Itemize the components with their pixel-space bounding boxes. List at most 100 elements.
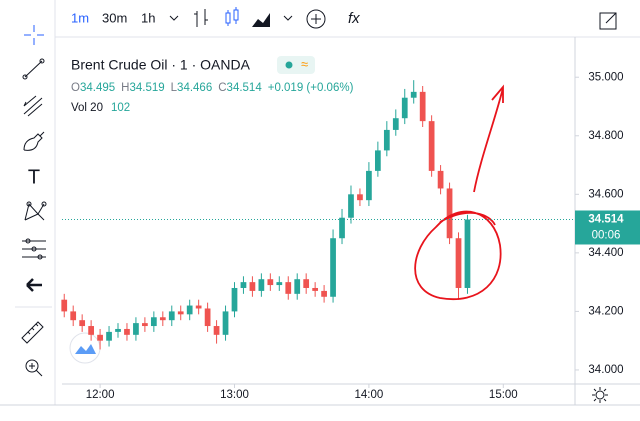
candle-body (231, 287, 238, 312)
ohlc-value: 34.519 (129, 82, 164, 94)
ohlc-value: 34.514 (227, 82, 263, 94)
logo-icon[interactable] (75, 344, 96, 354)
volume-legend: Vol 20 102 (71, 102, 130, 114)
candle-body (276, 282, 283, 286)
candle-body (419, 91, 426, 122)
ohlc-legend: O34.495 H34.519 L34.466 C34.514 +0.019 (+0.0… (71, 82, 354, 94)
candle-body (79, 320, 86, 327)
candle-body (437, 170, 444, 189)
candle-body (392, 118, 399, 130)
brush-icon[interactable] (23, 131, 45, 151)
candles-icon[interactable] (225, 7, 239, 26)
candle-body (267, 279, 274, 286)
fib-icon[interactable] (23, 95, 43, 117)
annotation-arrow (473, 84, 504, 193)
y-tick-label: 34.200 (588, 305, 623, 317)
candle-body (61, 299, 68, 312)
candle-body (258, 279, 265, 291)
ohlc-value: 34.466 (177, 82, 212, 94)
candle-body (70, 311, 77, 321)
candle-body (455, 238, 462, 288)
volume-label: Vol 20 (71, 102, 103, 114)
text-tool-icon[interactable]: T (28, 166, 40, 188)
ohlc-value: 34.495 (80, 82, 115, 94)
last-price-box (575, 210, 640, 245)
candle-body (428, 121, 435, 171)
candle-body (294, 279, 301, 294)
y-tick-label: 34.000 (588, 364, 623, 376)
y-tick-label: 34.600 (588, 188, 623, 200)
crosshair-icon[interactable] (24, 25, 44, 45)
dropdown-icon[interactable] (283, 15, 293, 21)
zoom-icon[interactable] (25, 359, 43, 377)
change-value: +0.019 (+0.06%) (268, 82, 354, 94)
market-open-dot (285, 61, 293, 69)
candle-body (357, 194, 363, 201)
x-tick-label: 15:00 (489, 389, 518, 401)
x-tick-label: 13:00 (220, 389, 249, 401)
candle-body (249, 282, 256, 291)
candle-body (142, 323, 148, 327)
candle-body (383, 129, 390, 151)
countdown-label: 00:06 (592, 230, 621, 242)
candle-body (312, 287, 319, 291)
candle-body (97, 334, 103, 341)
candle-body (133, 323, 139, 335)
candle-body (204, 308, 211, 327)
fx-button[interactable]: fx (348, 10, 360, 27)
dropdown-icon[interactable] (169, 15, 179, 21)
settings-icon[interactable] (592, 387, 608, 403)
area-icon[interactable] (252, 13, 270, 27)
fullscreen-icon[interactable] (599, 12, 617, 30)
candle-body (446, 188, 453, 239)
candle-body (464, 219, 471, 288)
candle-body (348, 194, 354, 218)
y-tick-label: 35.000 (588, 71, 623, 83)
interval-button[interactable]: 1m (71, 10, 89, 25)
y-tick-label: 34.400 (588, 247, 623, 259)
status-badge (277, 56, 315, 74)
candle-body (366, 170, 372, 201)
add-indicator-icon[interactable] (306, 9, 326, 29)
candle-body (321, 290, 327, 297)
candle-body (186, 305, 193, 315)
ohlc-key: L (171, 82, 178, 94)
trend-line-icon[interactable] (22, 58, 45, 80)
annotation-circle (414, 210, 502, 301)
candle-body (240, 282, 247, 288)
pattern-icon[interactable] (24, 201, 47, 221)
candle-body (115, 328, 121, 332)
x-tick-label: 12:00 (86, 389, 115, 401)
back-icon[interactable] (26, 278, 42, 292)
ruler-icon[interactable] (21, 321, 44, 344)
volume-value: 102 (111, 102, 130, 114)
candle-body (159, 317, 166, 321)
candle-body (150, 317, 157, 327)
candle-body (410, 91, 417, 98)
y-tick-label: 34.800 (588, 130, 623, 142)
candle-body (222, 311, 229, 335)
x-tick-label: 14:00 (355, 389, 384, 401)
candle-body (330, 238, 336, 297)
logo-badge[interactable] (69, 332, 101, 364)
candle-body (339, 217, 345, 239)
symbol-title: Brent Crude Oil · 1 · OANDA (71, 57, 251, 73)
bars-icon[interactable] (194, 9, 208, 27)
candle-body (401, 97, 408, 119)
candle-body (168, 311, 175, 321)
ohlc-key: H (121, 82, 129, 94)
candle-body (177, 311, 184, 315)
candle-body (195, 305, 202, 309)
interval-button[interactable]: 30m (102, 10, 127, 25)
prediction-icon[interactable] (22, 238, 46, 260)
interval-button[interactable]: 1h (141, 10, 155, 25)
ohlc-key: O (71, 82, 80, 94)
candle-body (285, 282, 292, 294)
candle-body (124, 328, 130, 335)
candle-body (303, 279, 310, 288)
ohlc-key: C (218, 82, 226, 94)
candle-body (106, 331, 112, 341)
candle-body (213, 326, 220, 335)
